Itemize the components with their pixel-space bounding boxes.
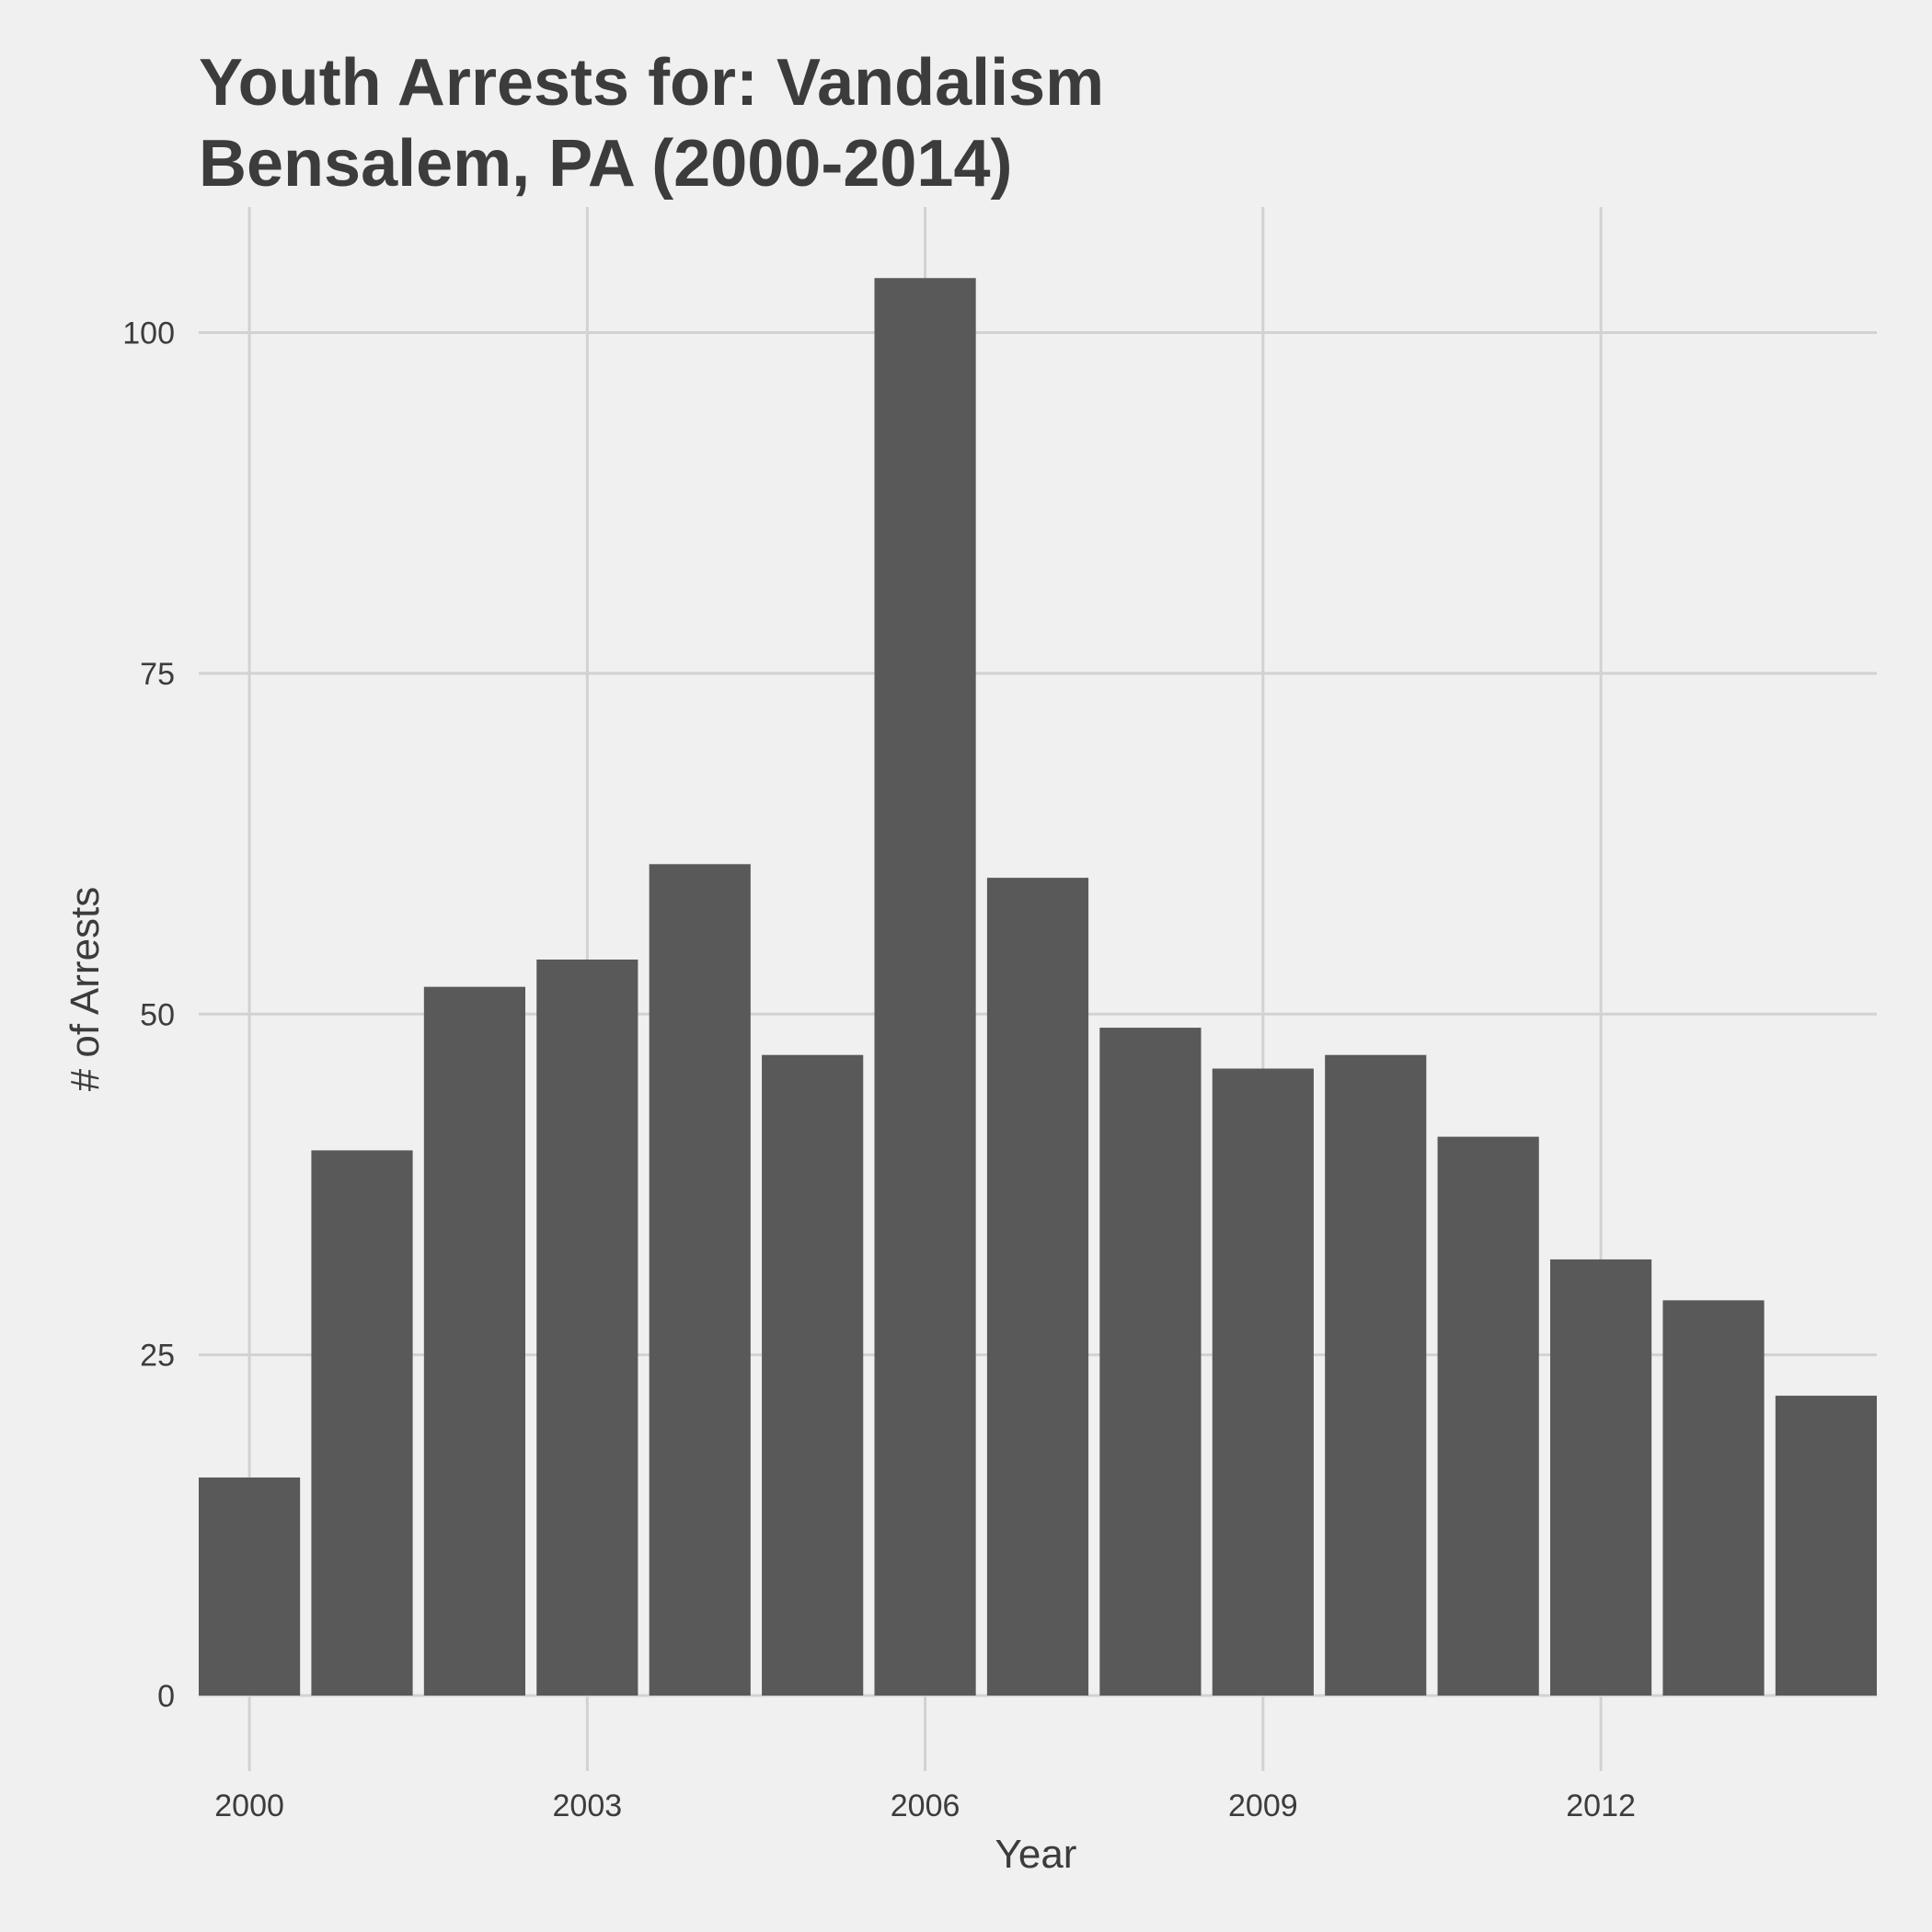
chart-title-line-2: Bensalem, PA (2000-2014)	[199, 127, 1013, 201]
y-tick-label-100: 100	[122, 316, 175, 351]
bar-2004	[649, 864, 751, 1696]
y-tick-label-50: 50	[140, 997, 175, 1032]
x-tick-label-2003: 2003	[553, 1788, 623, 1823]
bar-2003	[536, 960, 638, 1696]
bar-2001	[311, 1150, 413, 1696]
x-tick-label-2006: 2006	[891, 1788, 960, 1823]
y-tick-label-25: 25	[140, 1339, 175, 1374]
chart-title: Youth Arrests for: Vandalism Bensalem, P…	[199, 42, 1104, 204]
bar-2013	[1662, 1300, 1765, 1696]
bar-2002	[423, 986, 526, 1696]
bar-2009	[1212, 1068, 1314, 1696]
bar-2006	[874, 278, 976, 1696]
bar-2010	[1325, 1054, 1427, 1696]
y-tick-label-0: 0	[157, 1679, 175, 1714]
bars	[199, 278, 1877, 1696]
bar-2012	[1549, 1259, 1652, 1696]
bar-2008	[1099, 1028, 1202, 1696]
y-tick-label-75: 75	[140, 657, 175, 692]
bar-2014	[1775, 1396, 1877, 1696]
x-tick-label-2000: 2000	[214, 1788, 284, 1823]
bar-2005	[762, 1054, 864, 1696]
x-tick-label-2012: 2012	[1566, 1788, 1636, 1823]
y-axis-title: # of Arrests	[63, 887, 108, 1092]
x-axis-title: Year	[995, 1832, 1077, 1877]
chart-title-line-1: Youth Arrests for: Vandalism	[199, 46, 1105, 120]
x-tick-label-2009: 2009	[1228, 1788, 1298, 1823]
bar-2007	[986, 878, 1089, 1696]
bar-2011	[1437, 1136, 1539, 1696]
bar-2000	[199, 1477, 301, 1696]
tick-labels: 0 25 50 75 100 2000 2003 2006 2009 2012	[122, 316, 1636, 1823]
